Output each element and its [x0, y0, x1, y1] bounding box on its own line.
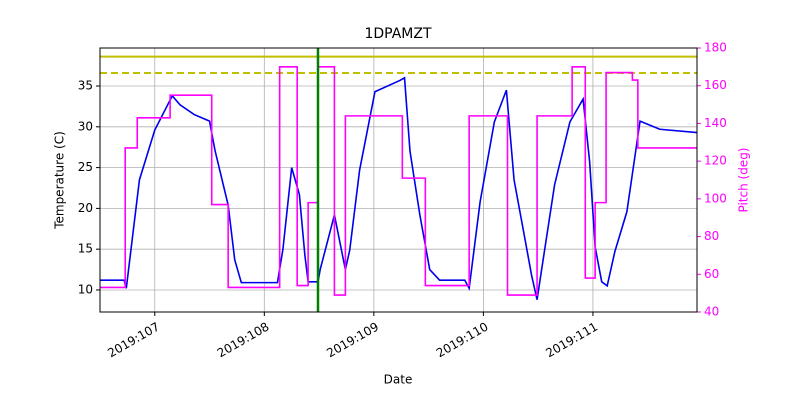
y-tick-label: 35 [78, 79, 93, 93]
y2-tick-label: 180 [704, 41, 727, 55]
data-line [100, 76, 698, 300]
y-tick-label: 10 [78, 282, 93, 296]
y2-tick-label: 60 [704, 267, 719, 281]
y-tick-label: 15 [78, 242, 93, 256]
x-tick-label: 2019:111 [543, 320, 600, 361]
y-axis-label: Temperature (C) [53, 131, 67, 230]
y2-axis-label: Pitch (deg) [737, 147, 751, 212]
x-tick-label: 2019:107 [105, 320, 162, 361]
y2-tick-label: 40 [704, 305, 719, 319]
y-tick-label: 30 [78, 119, 93, 133]
y2-tick-label: 120 [704, 154, 727, 168]
x-tick-label: 2019:109 [324, 320, 381, 361]
x-axis-label: Date [384, 373, 413, 387]
y-tick-label: 20 [78, 201, 93, 215]
plot-frame [99, 47, 698, 313]
data-line [100, 66, 697, 296]
y2-tick-label: 160 [704, 78, 727, 92]
y2-tick-label: 140 [704, 116, 727, 130]
y2-tick-label: 80 [704, 229, 719, 243]
chart-title: 1DPAMZT [364, 26, 431, 42]
y2-tick-label: 100 [704, 191, 727, 205]
x-tick-label: 2019:108 [215, 320, 272, 361]
x-tick-label: 2019:110 [434, 320, 491, 361]
y-tick-label: 25 [78, 160, 93, 174]
